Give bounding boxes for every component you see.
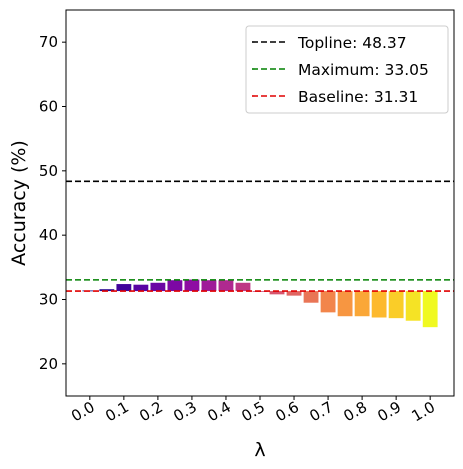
x-axis-label: λ xyxy=(254,439,265,461)
bar xyxy=(405,291,421,321)
bar xyxy=(184,279,200,292)
legend-label: Maximum: 33.05 xyxy=(298,61,429,79)
bar xyxy=(337,291,353,317)
bar xyxy=(201,280,217,292)
legend-box xyxy=(245,25,449,114)
bar xyxy=(269,291,285,295)
bar xyxy=(303,291,319,303)
bars-layer xyxy=(82,279,438,328)
bar xyxy=(218,280,234,292)
bar xyxy=(371,291,387,318)
bar xyxy=(286,291,302,296)
bar xyxy=(320,291,336,313)
bar xyxy=(133,284,149,292)
bar xyxy=(99,289,115,292)
y-axis: 20 30 40 50 60 70 xyxy=(39,33,66,373)
bar xyxy=(150,282,166,292)
y-tick-label: 60 xyxy=(39,98,58,116)
bar xyxy=(116,284,132,292)
bar xyxy=(388,291,404,319)
legend-label: Baseline: 31.31 xyxy=(298,88,418,106)
bar xyxy=(422,291,438,328)
bar xyxy=(354,291,370,317)
legend-label: Topline: 48.37 xyxy=(297,34,407,52)
reference-lines-layer xyxy=(66,180,454,292)
legend: Topline: 48.37 Maximum: 33.05 Baseline: 31… xyxy=(245,25,449,114)
y-tick-label: 40 xyxy=(39,226,58,244)
y-axis-label: Accuracy (%) xyxy=(8,140,30,266)
y-tick-label: 70 xyxy=(39,33,58,51)
y-tick-label: 20 xyxy=(39,355,58,373)
y-tick-label: 30 xyxy=(39,291,58,309)
bar xyxy=(235,282,251,292)
y-tick-label: 50 xyxy=(39,162,58,180)
bar xyxy=(167,280,183,292)
